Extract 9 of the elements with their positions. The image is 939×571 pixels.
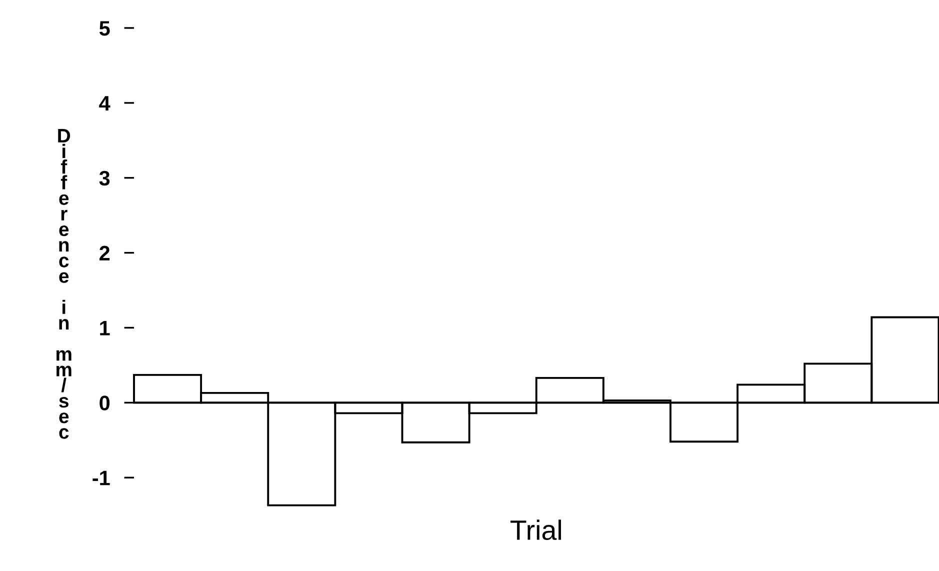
y-tick-label: 5 [99,21,110,36]
y-tick-label: 4 [99,96,110,110]
y-tick-label: -1 [92,470,110,486]
y-tick-label: 1 [100,320,110,336]
y-tick-label: 2 [100,246,110,260]
y-tick-label: 0 [100,396,110,410]
text: Difference in mm/sec [56,129,72,439]
y-tick-label: 3 [99,170,110,186]
x-axis-title: Trial [510,520,561,540]
